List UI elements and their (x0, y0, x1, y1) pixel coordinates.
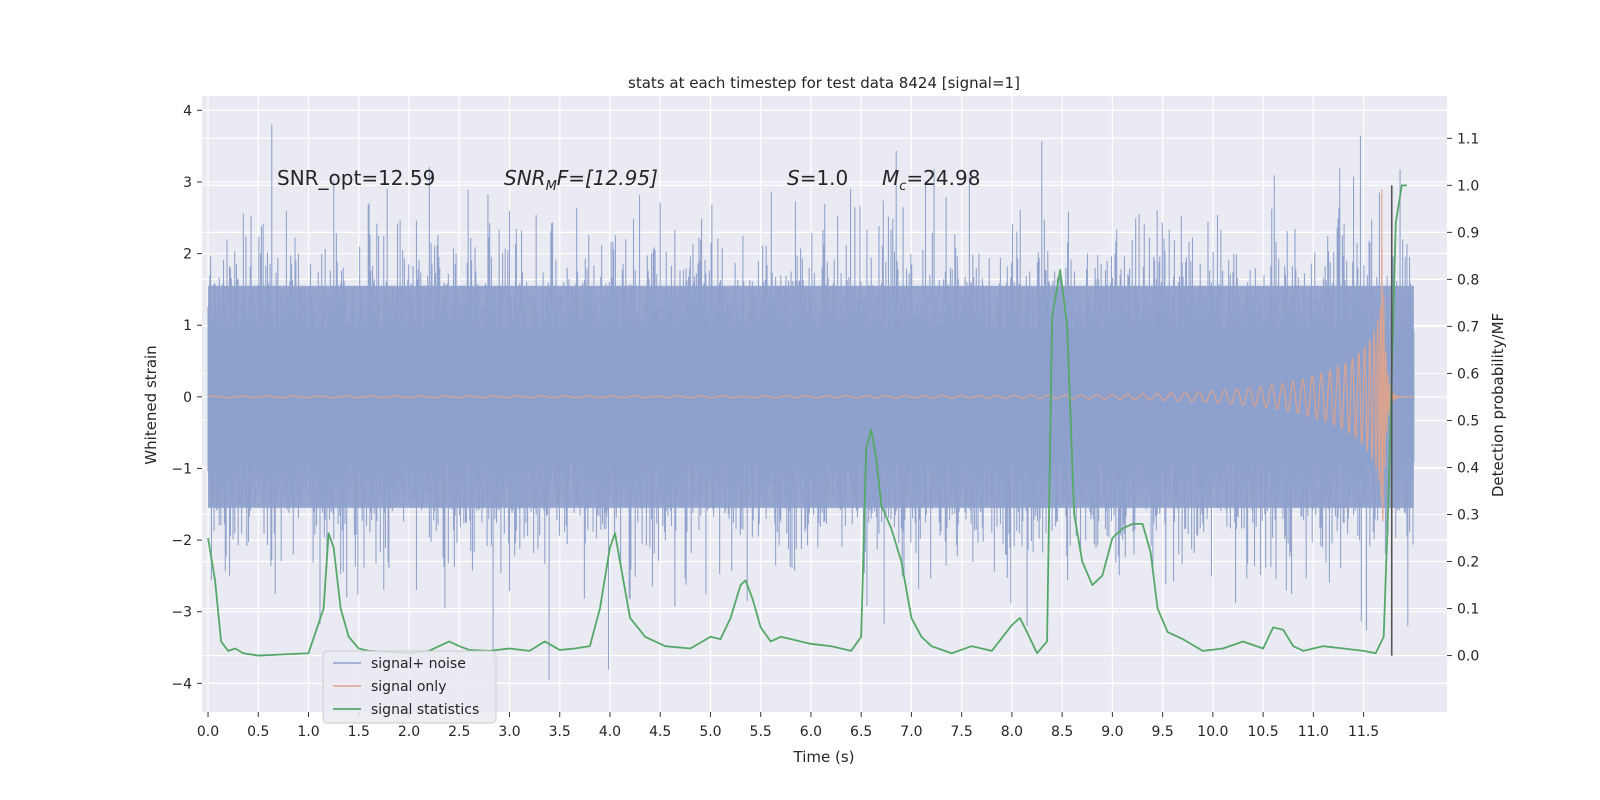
snr-mf-annotation: SNRMF=[12.95] (504, 166, 658, 194)
x-tick-label: 4.5 (649, 724, 671, 740)
x-tick-label: 6.5 (850, 724, 872, 740)
y2-tick-label: 0.3 (1457, 508, 1479, 524)
y-tick-label: −4 (171, 676, 192, 692)
x-tick-label: 7.0 (900, 724, 922, 740)
x-tick-label: 10.5 (1248, 724, 1279, 740)
snr-mf-main: SNR (504, 166, 546, 190)
x-tick-label: 11.0 (1298, 724, 1329, 740)
y-tick-label: 4 (183, 103, 192, 119)
y2-tick-label: 0.2 (1457, 555, 1479, 571)
x-tick-label: 8.5 (1051, 724, 1073, 740)
s-annotation: S=1.0 (787, 166, 848, 190)
y-tick-label: 0 (183, 390, 192, 406)
x-tick-label: 6.0 (800, 724, 822, 740)
signal-only-series (207, 189, 1414, 522)
s-val: =1.0 (800, 166, 849, 190)
x-tick-label: 9.5 (1151, 724, 1173, 740)
y2-axis-label: Detection probability/MF (1489, 313, 1507, 497)
x-tick-label: 3.5 (549, 724, 571, 740)
x-tick-label: 5.5 (750, 724, 772, 740)
legend-label-signal-statistics: signal statistics (371, 702, 479, 718)
mc-var: M (882, 166, 899, 190)
x-tick-label: 1.0 (297, 724, 319, 740)
y2-tick-label: 0.9 (1457, 225, 1479, 241)
y2-axis-ticks: 0.0 0.1 0.2 0.3 0.4 0.5 0.6 0.7 0.8 0.9 1.0 1.1 (1447, 131, 1479, 665)
y2-tick-label: 0.1 (1457, 602, 1479, 618)
mc-val: =24.98 (906, 166, 980, 190)
signal-only-trace (207, 189, 1414, 522)
x-tick-label: 1.5 (348, 724, 370, 740)
x-tick-label: 7.5 (951, 724, 973, 740)
y2-tick-label: 0.0 (1457, 649, 1479, 665)
mc-annotation: Mc=24.98 (882, 166, 980, 194)
x-tick-label: 11.5 (1348, 724, 1379, 740)
legend-label-signal-only: signal only (371, 679, 446, 695)
y-tick-label: −2 (171, 533, 192, 549)
x-axis-label: Time (s) (793, 748, 855, 766)
s-var: S (787, 166, 800, 190)
legend: signal+ noise signal only signal statist… (322, 650, 497, 724)
y2-tick-label: 0.7 (1457, 319, 1479, 335)
x-tick-label: 0.5 (247, 724, 269, 740)
x-tick-label: 3.0 (498, 724, 520, 740)
y-tick-label: 3 (183, 175, 192, 191)
y-tick-label: −1 (171, 461, 192, 477)
y2-tick-label: 0.5 (1457, 413, 1479, 429)
y-tick-label: 2 (183, 247, 192, 263)
snr-opt-annotation: SNR_opt=12.59 (277, 166, 435, 190)
snr-mf-rest: F=[12.95] (557, 166, 658, 190)
legend-box (322, 650, 497, 724)
x-tick-label: 2.5 (448, 724, 470, 740)
legend-label-signal-noise: signal+ noise (371, 656, 466, 672)
snr-mf-sub: M (546, 179, 557, 194)
x-tick-label: 5.0 (699, 724, 721, 740)
noise-trace (207, 124, 1415, 680)
y2-tick-label: 0.8 (1457, 272, 1479, 288)
x-tick-label: 2.0 (398, 724, 420, 740)
y2-tick-label: 1.0 (1457, 178, 1479, 194)
mc-sub: c (899, 179, 906, 194)
x-axis-ticks: 0.0 0.5 1.0 1.5 2.0 2.5 3.0 3.5 4.0 4.5 5.0 5.5 6.0 6… (197, 712, 1379, 740)
chart-title: stats at each timestep for test data 842… (628, 74, 1020, 92)
y-axis-label: Whitened strain (142, 345, 160, 464)
x-tick-label: 0.0 (197, 724, 219, 740)
y-tick-label: 1 (183, 318, 192, 334)
x-tick-label: 8.0 (1001, 724, 1023, 740)
x-tick-label: 4.0 (599, 724, 621, 740)
y2-tick-label: 0.6 (1457, 366, 1479, 382)
y2-tick-label: 0.4 (1457, 460, 1479, 476)
x-tick-label: 10.0 (1197, 724, 1228, 740)
y-tick-label: −3 (171, 605, 192, 621)
y2-tick-label: 1.1 (1457, 131, 1479, 147)
y-axis-ticks: −4 −3 −2 −1 0 1 2 3 4 (171, 103, 202, 692)
x-tick-label: 9.0 (1101, 724, 1123, 740)
